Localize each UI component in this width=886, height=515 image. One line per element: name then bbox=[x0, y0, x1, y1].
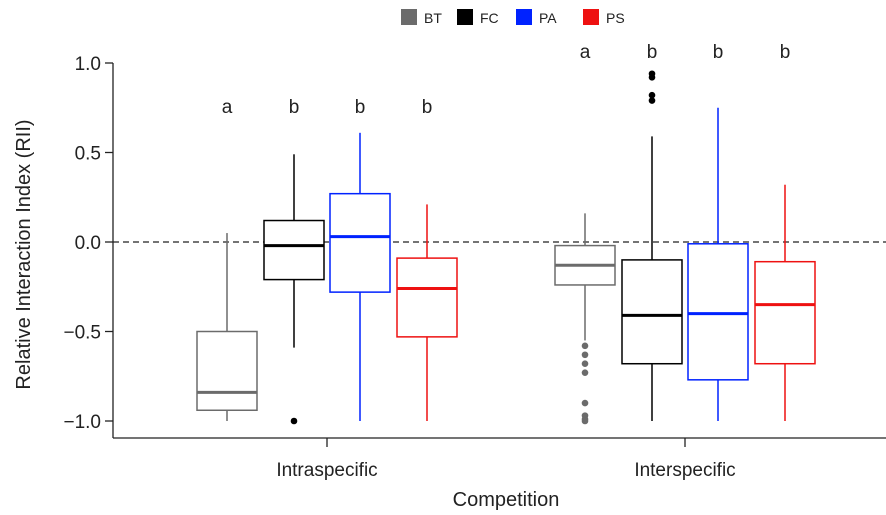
legend-swatch-ps bbox=[583, 9, 599, 25]
box-intraspecific-bt-letter: a bbox=[222, 97, 233, 118]
box-intraspecific-ps-letter: b bbox=[422, 97, 433, 118]
box-interspecific-fc-outlier bbox=[648, 70, 656, 78]
x-axis-label: Competition bbox=[453, 489, 560, 511]
box-interspecific-pa-letter: b bbox=[713, 42, 724, 63]
y-tick-label: 0.0 bbox=[75, 233, 101, 254]
box-interspecific-fc-outlier bbox=[648, 97, 656, 104]
box-interspecific-fc-letter: b bbox=[647, 42, 658, 63]
legend-label-fc: FC bbox=[480, 10, 499, 26]
y-tick-label: −1.0 bbox=[63, 412, 101, 433]
box-intraspecific-fc-iqr bbox=[263, 219, 325, 281]
y-tick-label: 0.5 bbox=[75, 144, 101, 165]
box-interspecific-bt-outlier bbox=[581, 360, 589, 368]
box-interspecific-bt-letter: a bbox=[580, 42, 591, 63]
box-interspecific-ps-iqr bbox=[754, 260, 816, 365]
legend-swatch-pa bbox=[516, 9, 532, 25]
box-interspecific-bt-outlier bbox=[581, 417, 589, 425]
x-tick-label-interspecific: Interspecific bbox=[634, 460, 735, 481]
box-intraspecific-fc-letter: b bbox=[289, 97, 300, 118]
box-interspecific-fc-iqr bbox=[621, 259, 683, 365]
box-intraspecific-ps-iqr bbox=[396, 257, 458, 338]
legend: BT FC PA PS bbox=[401, 9, 625, 26]
y-tick-label: 1.0 bbox=[75, 54, 101, 75]
box-group: a b b b a b b b bbox=[196, 42, 816, 425]
x-axis: Intraspecific Interspecific bbox=[113, 437, 886, 481]
box-interspecific-bt-outlier bbox=[581, 369, 589, 376]
legend-label-ps: PS bbox=[606, 10, 625, 26]
box-interspecific-fc-outlier bbox=[648, 91, 656, 99]
box-intraspecific-fc-outlier bbox=[290, 417, 298, 425]
y-axis: −1.0 −0.5 0.0 0.5 1.0 bbox=[63, 54, 114, 438]
y-tick-label: −0.5 bbox=[63, 323, 101, 344]
box-interspecific-bt-outlier bbox=[581, 351, 589, 359]
legend-swatch-bt bbox=[401, 9, 417, 25]
legend-swatch-fc bbox=[457, 9, 473, 25]
box-interspecific-pa-iqr bbox=[687, 243, 749, 381]
box-intraspecific-pa-iqr bbox=[329, 192, 391, 293]
box-interspecific-bt-outlier bbox=[581, 399, 589, 407]
y-axis-label: Relative Interaction Index (RII) bbox=[13, 119, 35, 389]
box-interspecific-ps-letter: b bbox=[780, 42, 791, 63]
legend-label-bt: BT bbox=[424, 10, 442, 26]
box-intraspecific-bt-iqr bbox=[196, 330, 258, 412]
legend-label-pa: PA bbox=[539, 10, 557, 26]
box-interspecific-bt-outlier bbox=[581, 342, 589, 350]
x-tick-label-intraspecific: Intraspecific bbox=[276, 460, 377, 481]
box-intraspecific-pa-letter: b bbox=[355, 97, 366, 118]
